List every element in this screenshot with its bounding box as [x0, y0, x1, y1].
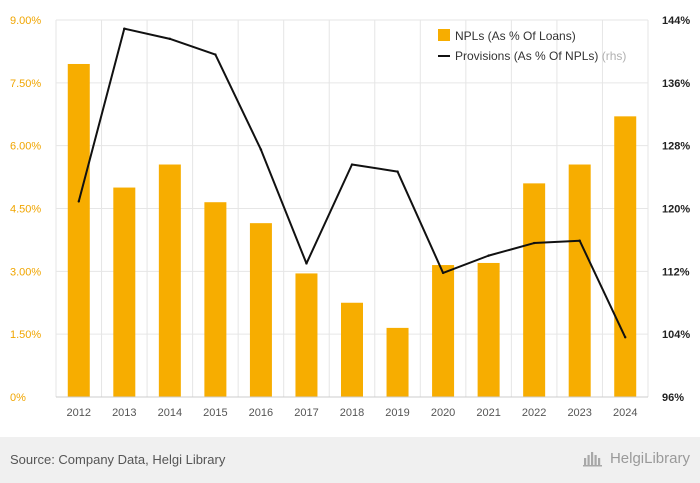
- y-left-tick-label: 4.50%: [10, 204, 41, 216]
- bar-2020: [432, 265, 455, 397]
- y-left-tick-label: 3.00%: [10, 266, 41, 278]
- y-left-tick-label: 6.00%: [10, 141, 41, 153]
- y-right-tick-label: 104%: [662, 329, 690, 341]
- y-right-tick-label: 144%: [662, 15, 690, 27]
- npl-bars: [67, 63, 637, 397]
- legend: NPLs (As % Of Loans) Provisions (As % Of …: [438, 29, 626, 63]
- provisions-point-2021: [487, 254, 490, 257]
- legend-provisions-label: Provisions (As % Of NPLs) (rhs): [455, 49, 626, 63]
- provisions-point-2023: [578, 239, 581, 242]
- x-tick-label: 2012: [67, 407, 91, 419]
- x-tick-label: 2023: [567, 407, 591, 419]
- x-tick-label: 2019: [385, 407, 409, 419]
- footer: Source: Company Data, Helgi Library Helg…: [0, 437, 700, 483]
- x-tick-label: 2015: [203, 407, 227, 419]
- legend-bar-swatch: [438, 29, 450, 41]
- x-tick-label: 2018: [340, 407, 364, 419]
- x-tick-label: 2022: [522, 407, 546, 419]
- bar-2012: [67, 63, 90, 397]
- legend-npl-label: NPLs (As % Of Loans): [455, 29, 576, 43]
- y-left-tick-label: 9.00%: [10, 15, 41, 27]
- provisions-point-2015: [214, 53, 217, 56]
- provisions-point-2012: [77, 200, 80, 203]
- x-tick-label: 2017: [294, 407, 318, 419]
- bar-2013: [113, 187, 136, 397]
- bar-2018: [341, 302, 363, 397]
- brand-logo: HelgiLibrary: [582, 449, 690, 467]
- bar-2022: [523, 183, 546, 397]
- provisions-point-2018: [350, 163, 354, 166]
- y-right-tick-label: 128%: [662, 141, 690, 153]
- bar-2021: [477, 262, 500, 397]
- provisions-point-2014: [168, 37, 172, 41]
- bar-2024: [614, 116, 637, 397]
- combo-chart: 0% 1.50% 3.00% 4.50% 6.00% 7.50% 9.00% 96% 104% 1…: [10, 15, 690, 419]
- y-right-tick-label: 136%: [662, 78, 690, 90]
- y-left-tick-label: 7.50%: [10, 78, 41, 90]
- x-tick-label: 2013: [112, 407, 136, 419]
- bar-2015: [204, 202, 227, 397]
- brand-text: HelgiLibrary: [609, 449, 690, 467]
- legend-rhs-suffix: (rhs): [602, 49, 627, 63]
- y-right-tick-label: 112%: [662, 266, 690, 278]
- x-tick-label: 2014: [158, 407, 182, 419]
- bar-2023: [568, 164, 591, 397]
- bar-2019: [386, 327, 409, 397]
- x-tick-label: 2020: [431, 407, 455, 419]
- y-left-tick-label: 0%: [10, 392, 26, 404]
- provisions-point-2013: [123, 27, 126, 30]
- provisions-point-2022: [532, 241, 536, 245]
- axes: 0% 1.50% 3.00% 4.50% 6.00% 7.50% 9.00% 96% 104% 1…: [10, 15, 690, 419]
- x-tick-label: 2016: [249, 407, 273, 419]
- provisions-line-group: [77, 27, 627, 339]
- x-tick-label: 2021: [476, 407, 500, 419]
- bar-2017: [295, 273, 318, 397]
- source-text: Source: Company Data, Helgi Library: [10, 452, 226, 467]
- bar-2014: [158, 164, 181, 397]
- y-left-tick-label: 1.50%: [10, 329, 41, 341]
- y-right-tick-label: 96%: [662, 392, 684, 404]
- provisions-point-2020: [441, 271, 445, 275]
- bar-2016: [249, 223, 272, 397]
- provisions-point-2017: [305, 262, 308, 265]
- x-tick-label: 2024: [613, 407, 637, 419]
- provisions-point-2019: [396, 170, 399, 173]
- y-right-tick-label: 120%: [662, 204, 690, 216]
- provisions-point-2016: [259, 148, 263, 151]
- provisions-point-2024: [624, 336, 627, 339]
- helgi-logo-icon: [582, 452, 602, 467]
